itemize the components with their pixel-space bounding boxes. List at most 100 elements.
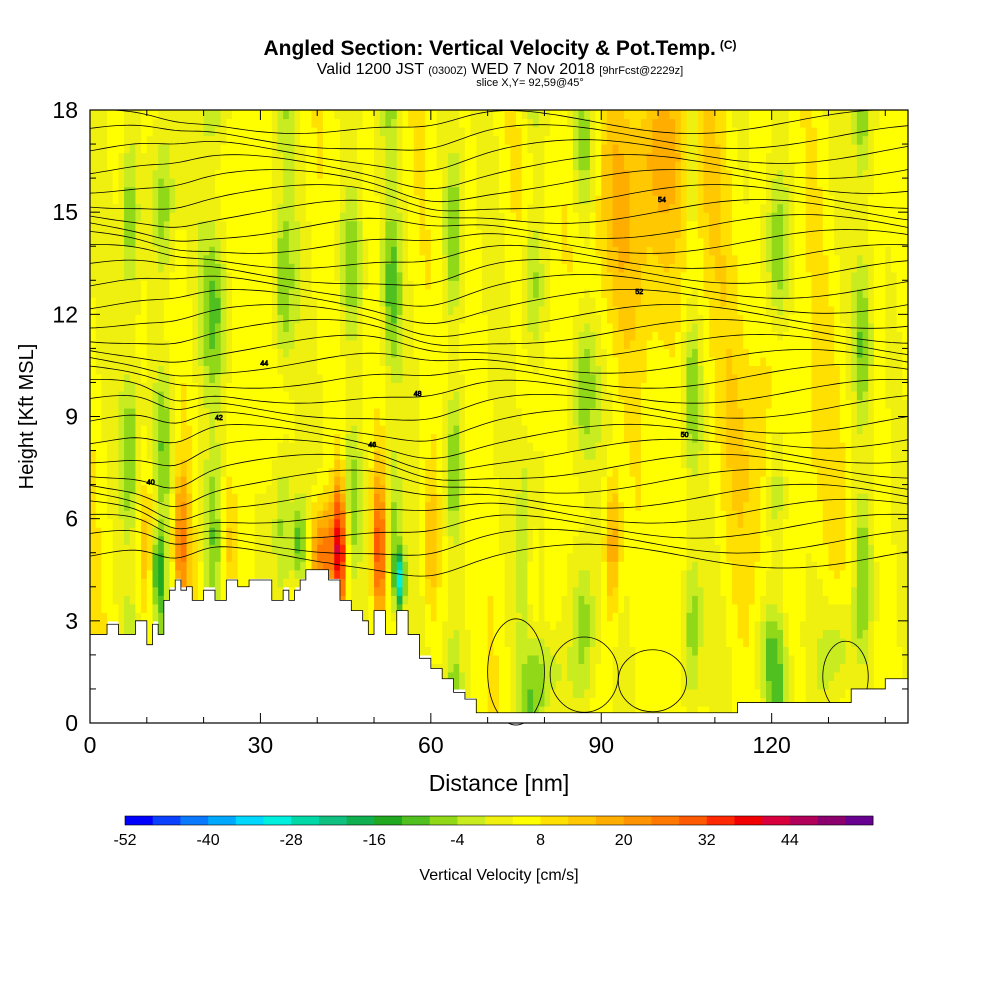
velocity-cell: [538, 348, 546, 358]
velocity-cell: [186, 569, 193, 579]
velocity-cell: [152, 356, 159, 367]
velocity-cell: [214, 322, 222, 332]
velocity-cell: [538, 476, 546, 486]
velocity-cell: [305, 237, 313, 247]
velocity-cell: [260, 442, 267, 452]
velocity-cell: [305, 476, 313, 486]
velocity-cell: [356, 442, 364, 452]
velocity-cell: [180, 535, 188, 545]
velocity-cell: [186, 280, 193, 290]
velocity-cell: [146, 203, 154, 213]
velocity-cell: [550, 510, 557, 520]
velocity-cell: [163, 535, 171, 545]
velocity-cell: [180, 229, 188, 239]
velocity-cell: [351, 561, 358, 571]
velocity-cell: [436, 552, 443, 562]
velocity-cell: [163, 365, 171, 375]
velocity-cell: [447, 561, 455, 571]
velocity-cell: [118, 399, 125, 409]
velocity-cell: [504, 552, 511, 562]
velocity-cell: [425, 305, 432, 315]
velocity-cell: [135, 254, 142, 264]
velocity-cell: [322, 382, 330, 392]
velocity-cell: [493, 331, 500, 341]
velocity-cell: [374, 203, 381, 213]
velocity-cell: [232, 297, 239, 307]
velocity-cell: [271, 186, 279, 196]
velocity-cell: [328, 399, 335, 409]
velocity-cell: [345, 178, 352, 188]
velocity-cell: [209, 348, 216, 358]
velocity-cell: [493, 450, 500, 460]
velocity-cell: [408, 561, 415, 571]
velocity-cell: [476, 161, 483, 171]
velocity-cell: [152, 314, 159, 324]
velocity-cell: [271, 297, 279, 307]
velocity-cell: [220, 561, 227, 571]
velocity-cell: [339, 263, 347, 273]
velocity-cell: [391, 399, 398, 409]
velocity-cell: [436, 356, 443, 367]
velocity-cell: [294, 407, 301, 418]
velocity-cell: [283, 365, 290, 375]
velocity-cell: [334, 118, 341, 128]
velocity-cell: [476, 637, 483, 647]
velocity-cell: [374, 382, 381, 392]
velocity-cell: [408, 629, 415, 639]
velocity-cell: [413, 535, 421, 545]
velocity-cell: [550, 680, 557, 690]
velocity-cell: [112, 229, 119, 239]
velocity-cell: [527, 237, 534, 247]
velocity-cell: [300, 271, 307, 281]
velocity-cell: [453, 314, 460, 324]
velocity-cell: [504, 390, 511, 401]
velocity-cell: [146, 144, 154, 154]
velocity-cell: [402, 416, 409, 426]
velocity-cell: [294, 195, 301, 205]
velocity-cell: [271, 493, 279, 503]
velocity-cell: [476, 450, 483, 460]
velocity-cell: [254, 118, 262, 128]
velocity-cell: [425, 263, 432, 273]
velocity-cell: [197, 433, 205, 443]
velocity-cell: [232, 271, 239, 281]
velocity-cell: [283, 476, 290, 486]
velocity-cell: [220, 305, 227, 315]
velocity-cell: [487, 178, 494, 188]
velocity-cell: [493, 348, 500, 358]
velocity-cell: [129, 595, 137, 605]
velocity-cell: [396, 552, 404, 562]
velocity-cell: [447, 118, 455, 128]
velocity-cell: [169, 220, 176, 230]
velocity-cell: [118, 373, 125, 384]
velocity-cell: [470, 425, 477, 435]
velocity-cell: [544, 118, 551, 128]
velocity-cell: [402, 144, 409, 154]
velocity-cell: [283, 254, 290, 264]
velocity-cell: [220, 127, 227, 137]
velocity-cell: [311, 203, 318, 213]
velocity-cell: [146, 586, 154, 596]
velocity-cell: [249, 169, 256, 179]
velocity-cell: [209, 390, 216, 401]
velocity-cell: [487, 518, 494, 528]
velocity-cell: [305, 152, 313, 162]
velocity-cell: [385, 603, 392, 613]
velocity-cell: [146, 629, 154, 639]
velocity-cell: [317, 373, 324, 384]
velocity-cell: [209, 535, 216, 545]
velocity-cell: [510, 203, 517, 213]
velocity-cell: [453, 476, 460, 486]
velocity-cell: [345, 365, 352, 375]
velocity-cell: [339, 229, 347, 239]
velocity-cell: [493, 127, 500, 137]
velocity-cell: [538, 314, 546, 324]
velocity-cell: [107, 501, 114, 511]
velocity-cell: [345, 263, 352, 273]
velocity-cell: [447, 527, 455, 537]
velocity-cell: [260, 348, 267, 358]
velocity-cell: [322, 442, 330, 452]
velocity-cell: [232, 450, 239, 460]
velocity-cell: [419, 561, 426, 571]
velocity-cell: [521, 407, 528, 418]
